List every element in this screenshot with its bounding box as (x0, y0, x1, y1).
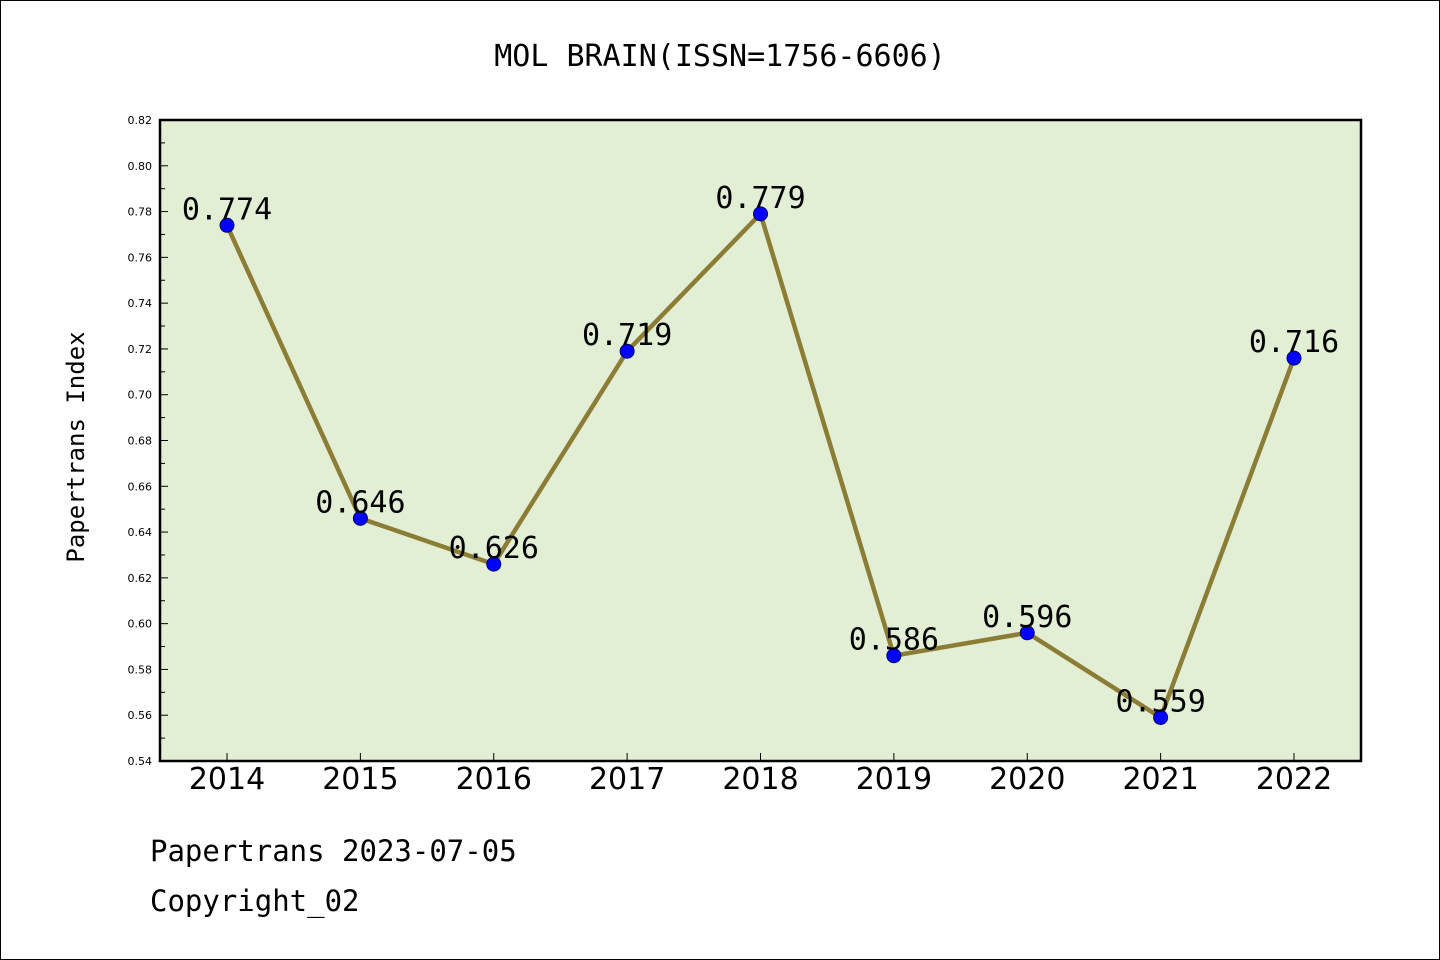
y-tick-label: 0.72 (128, 343, 153, 356)
data-point (486, 556, 502, 572)
data-label: 0.646 (315, 485, 405, 520)
y-tick-label: 0.82 (128, 114, 153, 127)
x-tick-label: 2015 (322, 762, 398, 797)
x-tick-label: 2018 (722, 762, 798, 797)
y-tick-label: 0.78 (128, 206, 153, 219)
data-point (1019, 625, 1035, 641)
x-tick-label: 2021 (1122, 762, 1198, 797)
y-tick-label: 0.56 (128, 709, 153, 722)
data-point (219, 217, 235, 233)
x-tick-label: 2022 (1256, 762, 1332, 797)
data-label: 0.774 (182, 192, 272, 227)
footer-date: Papertrans 2023-07-05 (150, 834, 517, 868)
data-labels: 0.774 0.646 0.626 0.719 0.779 0.586 0.596 0.559… (182, 181, 1339, 720)
data-point (619, 343, 635, 359)
data-label: 0.716 (1249, 325, 1339, 360)
data-label: 0.779 (715, 181, 805, 216)
y-tick-label: 0.74 (128, 297, 153, 310)
plot-border (158, 118, 1363, 763)
x-tick-label: 2017 (589, 762, 665, 797)
data-point (352, 510, 368, 526)
data-label: 0.719 (582, 318, 672, 353)
y-tick-label: 0.70 (128, 389, 153, 402)
y-tick-label: 0.68 (128, 435, 153, 448)
series-layer (219, 206, 1302, 726)
y-tick-label: 0.54 (128, 755, 153, 768)
data-point (1153, 710, 1169, 726)
footer-copyright: Copyright_02 (150, 884, 360, 918)
x-tick-label: 2019 (856, 762, 932, 797)
x-tick-label: 2020 (989, 762, 1065, 797)
data-point (753, 206, 768, 222)
data-label: 0.586 (849, 623, 939, 658)
data-point (886, 648, 902, 664)
data-label: 0.626 (449, 531, 539, 566)
y-tick-label: 0.58 (128, 663, 153, 676)
y-tick-label: 0.62 (128, 572, 153, 585)
x-tick-label: 2014 (189, 762, 265, 797)
plot-area (160, 120, 1361, 761)
x-tick-label: 2016 (456, 762, 532, 797)
chart-title: MOL BRAIN(ISSN=1756-6606) (494, 39, 946, 74)
y-tick-label: 0.60 (128, 618, 153, 631)
data-label: 0.596 (982, 600, 1072, 635)
data-label: 0.559 (1115, 685, 1205, 720)
y-tick-label: 0.76 (128, 251, 153, 264)
y-axis-label: Papertrans Index (62, 331, 90, 562)
y-tick-label: 0.66 (128, 480, 153, 493)
y-axis-ticks: 0.54 0.56 0.58 0.60 0.62 0.64 0.66 0.68 0.70 0.72… (128, 114, 168, 768)
y-tick-label: 0.80 (128, 160, 153, 173)
y-tick-label: 0.64 (128, 526, 153, 539)
data-point (1286, 350, 1302, 366)
x-axis-ticks: 2014 2015 2016 2017 2018 2019 2020 2021 2022 (189, 753, 1332, 797)
